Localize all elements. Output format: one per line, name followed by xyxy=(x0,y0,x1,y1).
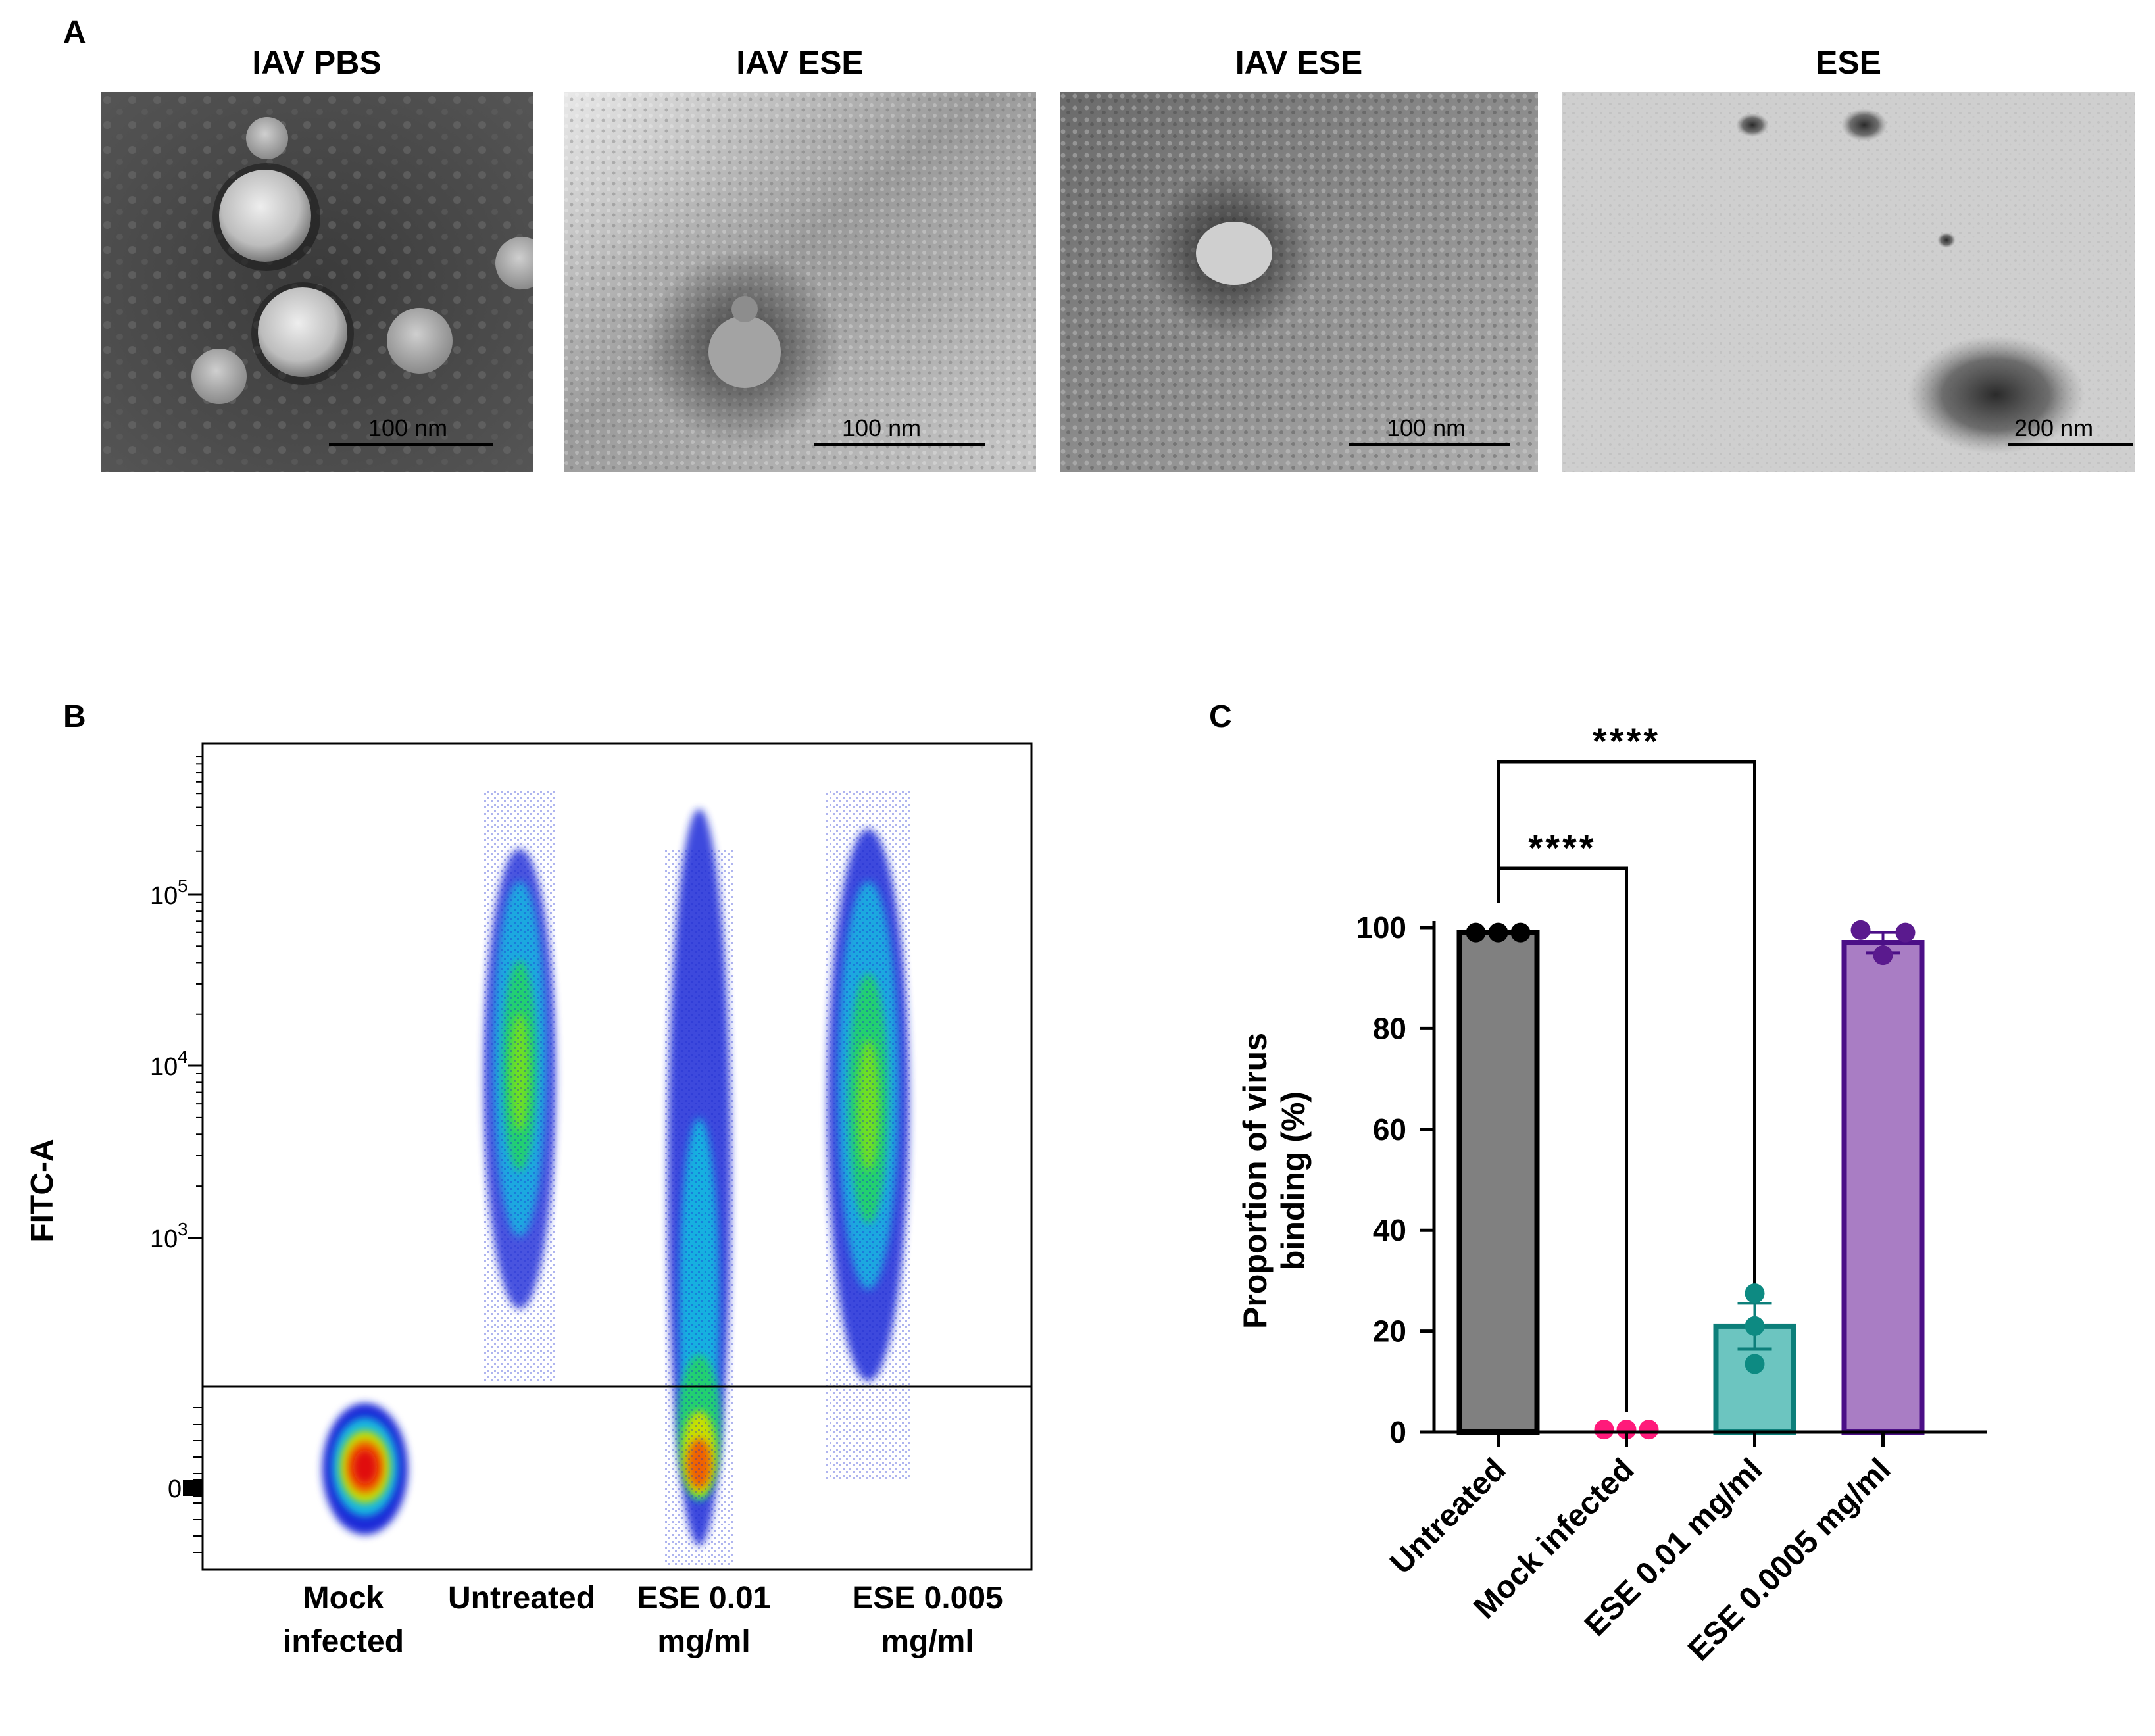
em-title-4: ESE xyxy=(1815,44,1882,81)
bar-y-tick-label: 20 xyxy=(1373,1314,1406,1349)
data-point xyxy=(1895,922,1916,943)
scale-bar-3 xyxy=(1349,443,1510,446)
bar-y-axis-label-line: Proportion of virus xyxy=(1237,1033,1274,1329)
scale-bar-4 xyxy=(2008,443,2133,446)
bars xyxy=(1456,930,1925,1435)
data-point xyxy=(1466,922,1486,943)
population-ese-001 xyxy=(664,809,734,1566)
scale-bar-2 xyxy=(814,443,985,446)
flow-y-tick-label: 0 xyxy=(168,1476,182,1503)
flow-y-axis-ticks: 10 510 410 30 xyxy=(150,756,203,1553)
bar-y-axis-label: Proportion of virus binding (%) xyxy=(1237,1033,1312,1329)
em-image-iav-ese-2 xyxy=(1060,92,1538,472)
em-image-ese xyxy=(1562,92,2135,472)
scale-bar-1 xyxy=(329,443,493,446)
em-title-1: IAV PBS xyxy=(252,44,382,81)
flow-y-tick-exponent: 5 xyxy=(178,876,188,896)
flow-category-label: ESE 0.005 xyxy=(852,1581,1003,1616)
data-point xyxy=(1510,922,1531,943)
panel-b-letter: B xyxy=(63,699,86,734)
bar-y-tick-label: 100 xyxy=(1356,910,1406,945)
population-ese-0005 xyxy=(826,789,911,1480)
bar-x-tick-label: Untreated xyxy=(1383,1452,1512,1581)
scale-label-4: 200 nm xyxy=(2014,414,2094,441)
bar-y-tick-label: 40 xyxy=(1373,1213,1406,1247)
scale-label-3: 100 nm xyxy=(1387,414,1466,441)
flow-category-label: ESE 0.01 xyxy=(637,1581,771,1616)
flow-category-labels: Mock infected Untreated ESE 0.01 mg/ml ESE 0.… xyxy=(283,1581,1003,1659)
significance-label: **** xyxy=(1528,827,1596,868)
flow-zero-tick-block xyxy=(183,1480,203,1496)
data-point xyxy=(1616,1420,1637,1440)
bar xyxy=(1841,940,1925,1435)
data-point xyxy=(1873,945,1893,966)
em-image-iav-pbs xyxy=(101,92,533,472)
data-point xyxy=(1745,1283,1765,1304)
flow-y-tick-exponent: 3 xyxy=(178,1219,188,1239)
population-untreated xyxy=(483,789,556,1381)
bar-y-tick-label: 0 xyxy=(1389,1415,1406,1449)
data-point xyxy=(1745,1316,1765,1336)
flow-y-tick-label: 10 xyxy=(150,1053,178,1081)
flow-category-label: mg/ml xyxy=(881,1624,974,1659)
significance-bracket xyxy=(1497,760,1756,1291)
bar-y-tick-label: 60 xyxy=(1373,1112,1406,1147)
em-title-2: IAV ESE xyxy=(736,44,864,81)
scale-label-2: 100 nm xyxy=(842,414,922,441)
em-image-iav-ese-1 xyxy=(564,92,1036,472)
flow-y-tick-exponent: 4 xyxy=(178,1047,188,1067)
scale-label-1: 100 nm xyxy=(368,414,448,441)
data-point xyxy=(1850,920,1871,940)
flow-y-tick-label: 10 xyxy=(150,1226,178,1253)
flow-y-tick-label: 10 xyxy=(150,882,178,910)
bar-y-tick-label: 80 xyxy=(1373,1011,1406,1045)
population-mock-infected xyxy=(322,1403,408,1535)
flow-category-label: Untreated xyxy=(448,1581,595,1616)
data-point xyxy=(1745,1354,1765,1374)
panel-a-letter: A xyxy=(63,15,86,50)
significance-brackets: **** **** xyxy=(1497,720,1756,1412)
panel-c-letter: C xyxy=(1209,699,1232,734)
flow-category-label: Mock xyxy=(303,1581,384,1616)
flow-y-axis-label: FITC-A xyxy=(25,1139,60,1242)
significance-label: **** xyxy=(1593,720,1660,762)
em-title-3: IAV ESE xyxy=(1235,44,1363,81)
data-points xyxy=(1466,920,1916,1440)
data-point xyxy=(1488,922,1508,943)
flow-category-label: mg/ml xyxy=(657,1624,750,1659)
bar xyxy=(1456,930,1540,1435)
flow-category-label: infected xyxy=(283,1624,404,1659)
data-point xyxy=(1639,1420,1659,1440)
bar-y-axis-label-line: binding (%) xyxy=(1275,1091,1312,1270)
data-point xyxy=(1594,1420,1614,1440)
